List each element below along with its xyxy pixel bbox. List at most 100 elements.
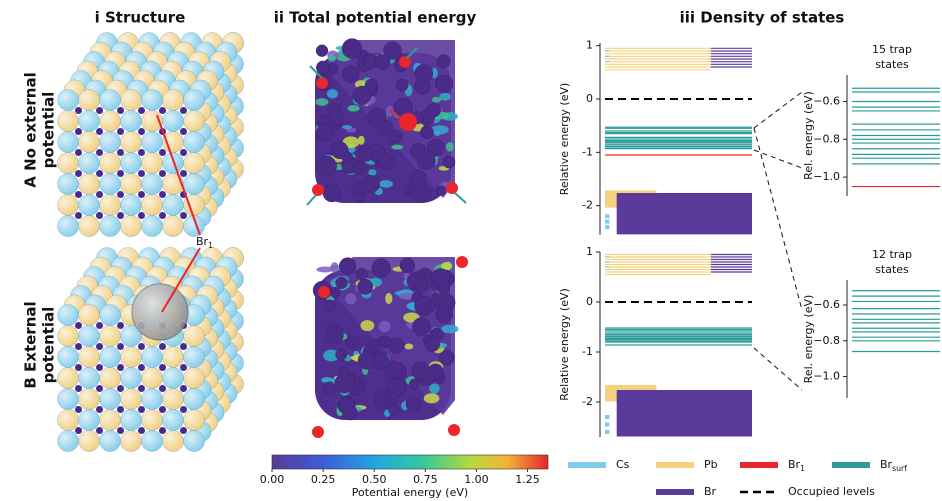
atom-shine	[141, 215, 163, 237]
y-tick-label: 1	[586, 245, 593, 258]
atom-shine	[78, 325, 100, 347]
annotation: Br1	[196, 235, 213, 250]
atom	[117, 364, 124, 371]
atom	[180, 406, 187, 413]
surface-bump	[395, 78, 409, 92]
structure-render	[57, 32, 244, 237]
surface-bump	[341, 151, 353, 163]
atom	[159, 406, 166, 413]
atom	[159, 427, 166, 434]
zoom-connector	[753, 347, 803, 391]
atom	[117, 385, 124, 392]
surface-patch	[368, 169, 377, 176]
atom	[180, 385, 187, 392]
atom-shine	[78, 194, 100, 216]
atom	[159, 170, 166, 177]
atom	[138, 107, 145, 114]
atom	[96, 191, 103, 198]
atom-shine	[120, 173, 142, 195]
atom-shine	[162, 409, 184, 431]
atom-shine	[99, 388, 121, 410]
label-text: Br	[704, 485, 717, 498]
inset-title: states	[875, 263, 909, 276]
colorbar-tick-label: 0.25	[311, 473, 336, 486]
y-tick-label: −0.8	[813, 132, 840, 145]
atom-shine	[57, 325, 79, 347]
surface-bump	[352, 160, 367, 175]
atom	[117, 128, 124, 135]
atom-shine	[162, 110, 184, 132]
atom-shine	[99, 304, 121, 326]
surface-bump	[316, 123, 334, 142]
atom	[159, 149, 166, 156]
atom	[138, 128, 145, 135]
surface-patch	[431, 67, 438, 79]
atom	[96, 107, 103, 114]
atom-shine	[99, 110, 121, 132]
atom-shine	[57, 367, 79, 389]
surface-patch	[342, 125, 352, 130]
atom	[117, 322, 124, 329]
inset-title: states	[875, 58, 909, 71]
red-atom	[312, 426, 324, 438]
surface-patch	[404, 343, 414, 350]
atom-shine	[183, 304, 205, 326]
surface-patch	[445, 142, 454, 152]
marker	[306, 194, 317, 206]
atom	[138, 343, 145, 350]
surface-patch	[385, 293, 393, 305]
column-title: ii Total potential energy	[274, 9, 477, 27]
atom-shine	[120, 215, 142, 237]
atom-shine	[99, 409, 121, 431]
atom	[117, 427, 124, 434]
atom-shine	[162, 173, 184, 195]
colorbar-tick-label: 0.00	[260, 473, 285, 486]
atom-shine	[57, 131, 79, 153]
atom	[75, 170, 82, 177]
label-text: Br	[788, 458, 801, 471]
surface-patch	[378, 180, 393, 188]
atom	[159, 364, 166, 371]
zoom-connector	[753, 149, 803, 169]
inset-title: 12 trap	[872, 248, 912, 261]
label-text: Pb	[704, 458, 718, 471]
y-tick-label: −1.0	[813, 170, 840, 183]
y-tick-label: −0.6	[813, 94, 840, 107]
surface-bump	[388, 129, 403, 144]
atom-shine	[183, 194, 205, 216]
surface-bump	[357, 278, 374, 295]
surface-bump	[414, 64, 434, 83]
atom	[75, 128, 82, 135]
atom	[159, 385, 166, 392]
surface-bump	[352, 85, 372, 105]
atom-shine	[57, 430, 79, 452]
surface-bump	[342, 65, 360, 83]
atom	[138, 149, 145, 156]
pointer	[389, 109, 409, 125]
atom-shine	[99, 131, 121, 153]
atom	[96, 212, 103, 219]
surface-bump	[436, 54, 451, 69]
atom-shine	[99, 367, 121, 389]
renderings	[57, 32, 468, 452]
surface-bump	[329, 286, 341, 298]
atom	[138, 427, 145, 434]
surface-bump	[435, 75, 454, 93]
atom	[96, 406, 103, 413]
atom-shine	[120, 430, 142, 452]
atom-shine	[99, 89, 121, 111]
atom-shine	[183, 89, 205, 111]
atom	[96, 322, 103, 329]
atom-shine	[120, 325, 142, 347]
atom-shine	[120, 409, 142, 431]
surface-bump	[315, 44, 329, 57]
surface-patch	[439, 92, 451, 101]
surface-bump	[435, 305, 454, 324]
structure-render	[57, 247, 244, 452]
atom-shine	[57, 152, 79, 174]
surface-bump	[426, 102, 441, 118]
atom-shine	[78, 89, 100, 111]
y-axis-label: Rel. energy (eV)	[802, 91, 815, 180]
atom	[180, 427, 187, 434]
